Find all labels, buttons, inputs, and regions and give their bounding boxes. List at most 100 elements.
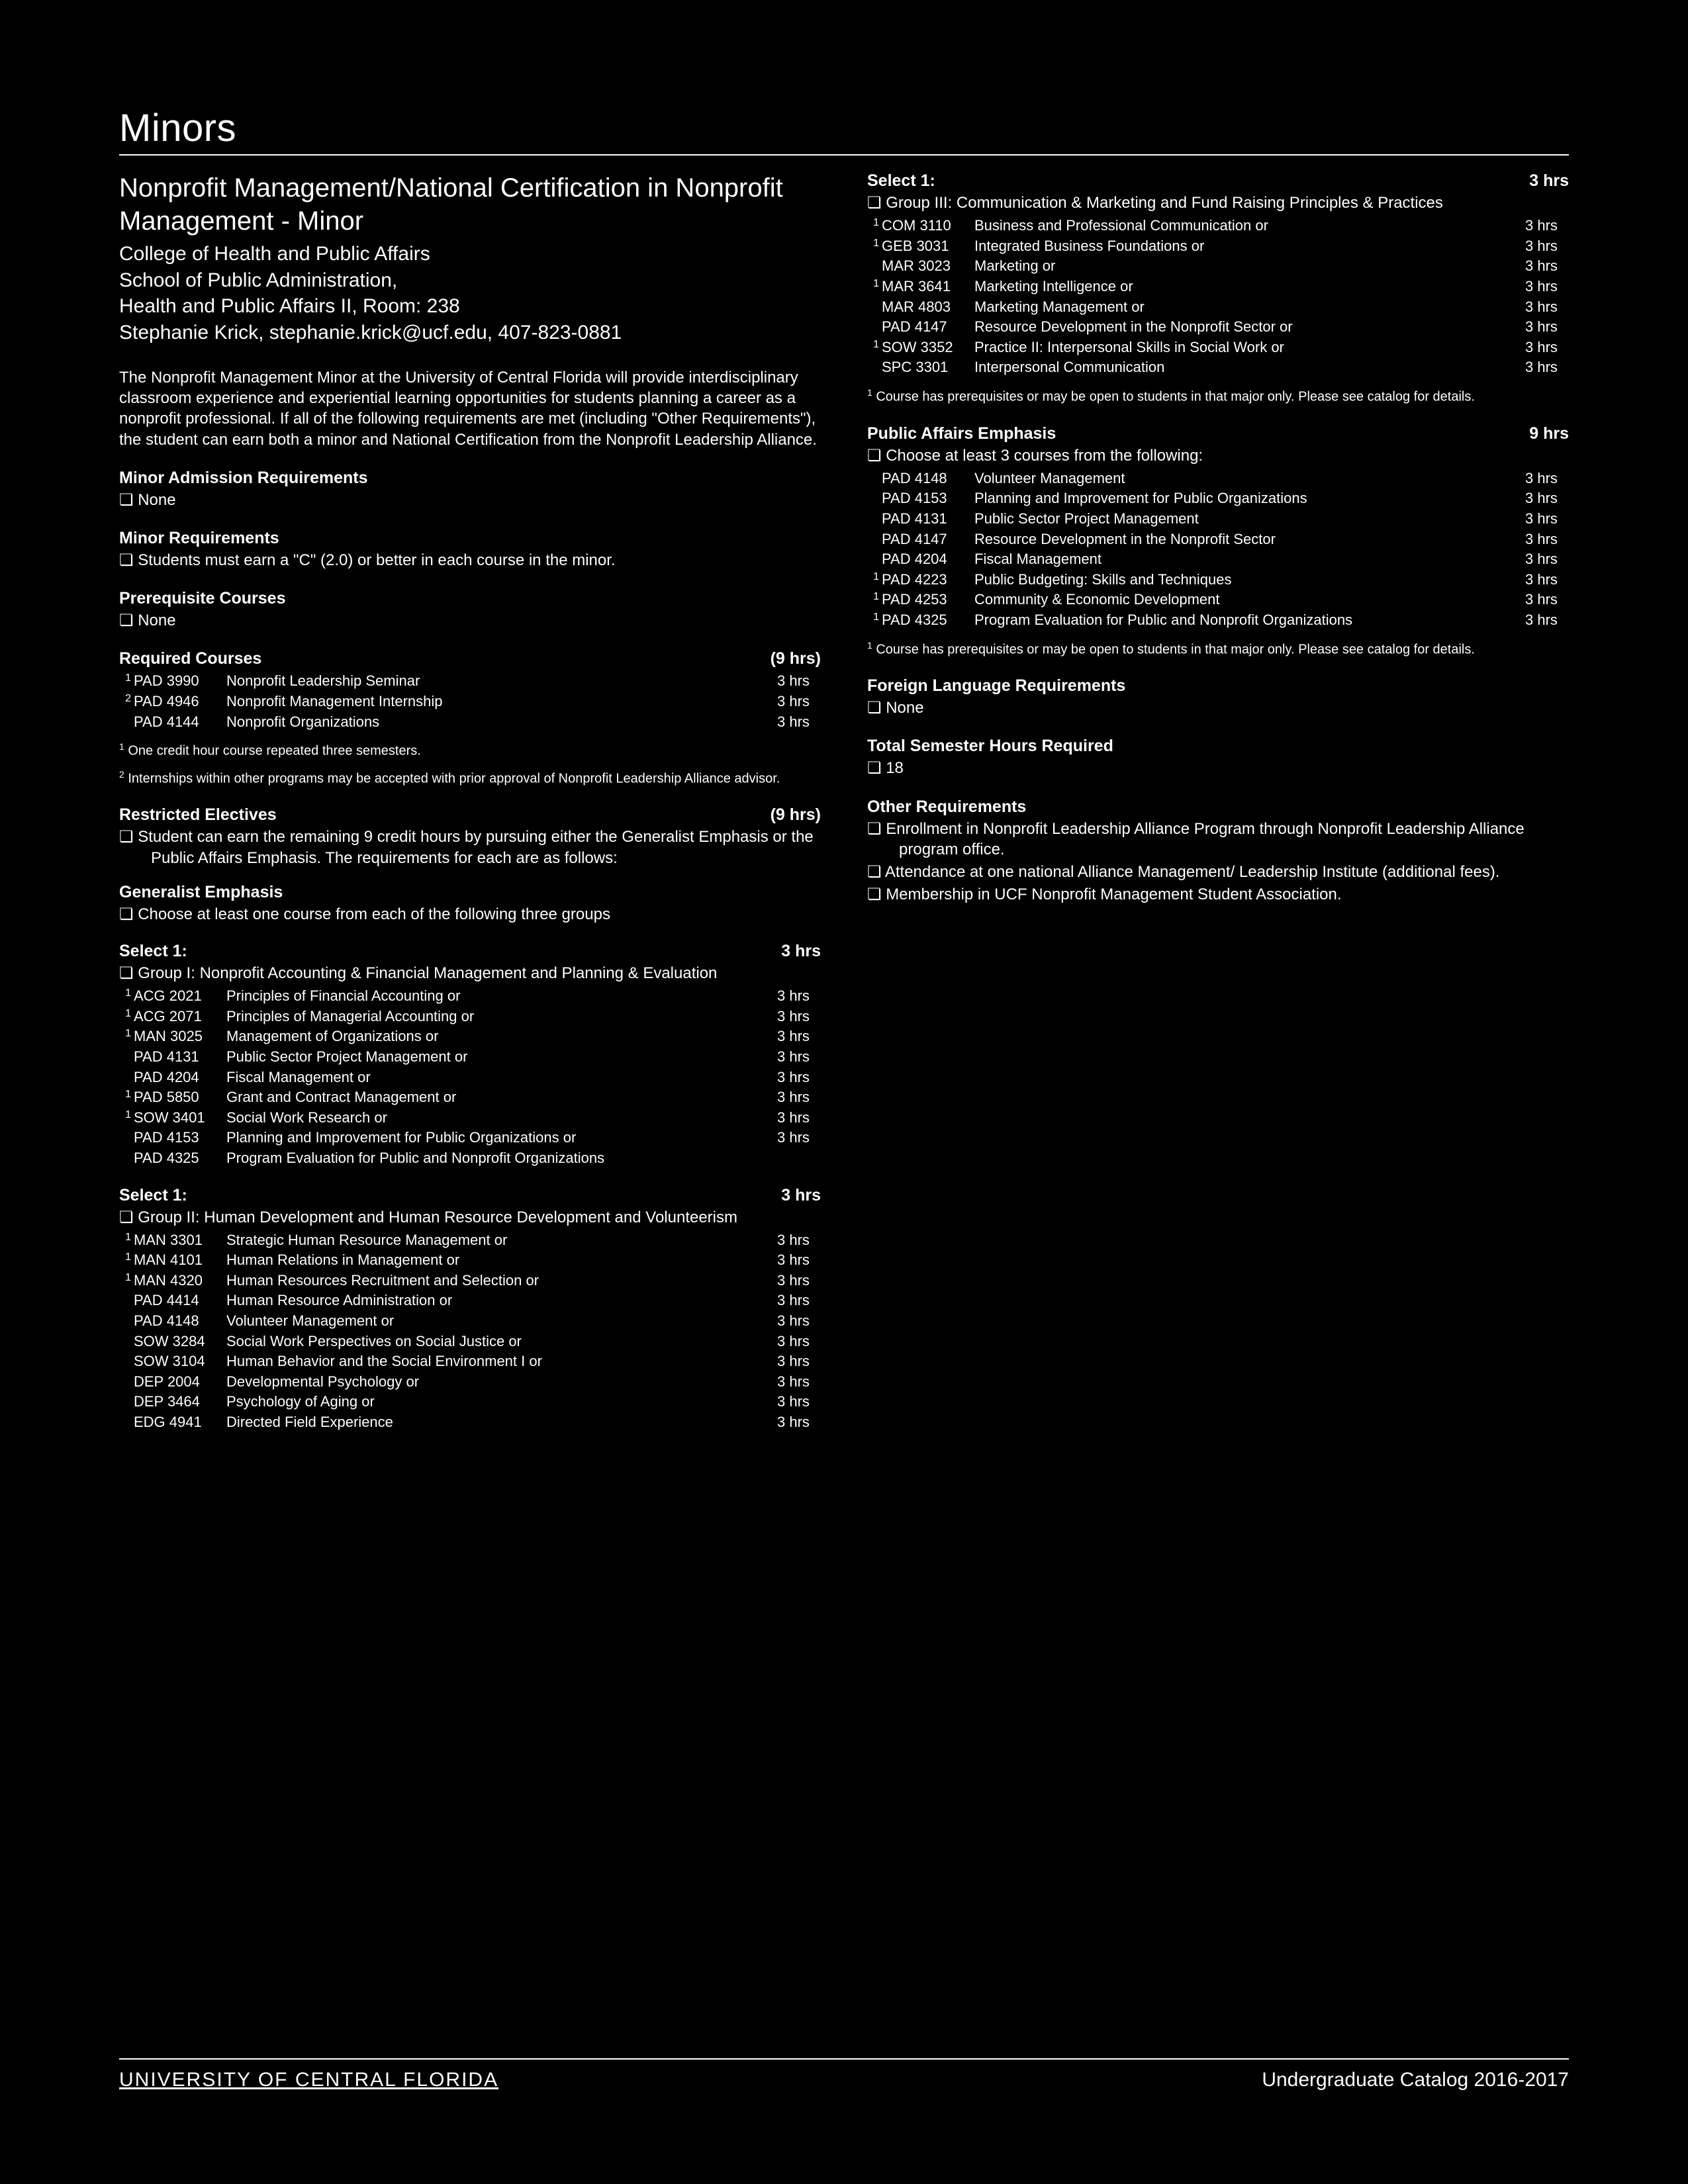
required-footnote-2: 2 Internships within other programs may … — [119, 769, 821, 788]
admission-head-text: Minor Admission Requirements — [119, 469, 368, 488]
group3-footnote: 1 Course has prerequisites or may be ope… — [867, 387, 1569, 406]
course-code: MAR 3641 — [879, 277, 972, 297]
group3-label: Group III: Communication & Marketing and… — [867, 193, 1569, 213]
group3-table: 1 COM 3110Business and Professional Commu… — [867, 216, 1569, 378]
electives-head: Restricted Electives (9 hrs) — [119, 805, 821, 825]
course-sup — [119, 1392, 131, 1412]
generalist-bullet: Choose at least one course from each of … — [119, 904, 821, 925]
course-title: Volunteer Management — [972, 469, 1523, 489]
content-columns: Nonprofit Management/National Certificat… — [119, 171, 1569, 1433]
course-code: PAD 4414 — [131, 1291, 224, 1311]
course-title: Management of Organizations or — [224, 1026, 774, 1047]
course-title: Directed Field Experience — [224, 1412, 774, 1433]
course-hours: 3 hrs — [774, 1291, 821, 1311]
group2-label: Group II: Human Development and Human Re… — [119, 1207, 821, 1228]
course-sup — [119, 1047, 131, 1068]
course-sup: 1 — [119, 1250, 131, 1271]
pa-footnote: 1 Course has prerequisites or may be ope… — [867, 640, 1569, 659]
course-sup: 1 — [867, 338, 879, 358]
course-hours: 3 hrs — [774, 1311, 821, 1332]
footer-university: UNIVERSITY OF CENTRAL FLORIDA — [119, 2069, 498, 2091]
contact-line: Stephanie Krick, stephanie.krick@ucf.edu… — [119, 320, 821, 345]
other-bullet-3: Membership in UCF Nonprofit Management S… — [867, 884, 1569, 905]
course-hours: 3 hrs — [1523, 256, 1569, 277]
course-hours: 3 hrs — [1523, 297, 1569, 318]
table-row: 1MAN 3301Strategic Human Resource Manage… — [119, 1230, 821, 1251]
course-code: SOW 3104 — [131, 1351, 224, 1372]
table-row: DEP 3464Psychology of Aging or3 hrs — [119, 1392, 821, 1412]
course-title: Principles of Financial Accounting or — [224, 986, 774, 1007]
course-hours: 3 hrs — [1523, 277, 1569, 297]
table-row: PAD 4153Planning and Improvement for Pub… — [119, 1128, 821, 1148]
course-hours: 3 hrs — [774, 1026, 821, 1047]
course-code: MAR 4803 — [879, 297, 972, 318]
course-hours: 3 hrs — [774, 671, 821, 692]
program-title: Nonprofit Management/National Certificat… — [119, 171, 821, 238]
course-hours: 3 hrs — [774, 1230, 821, 1251]
course-hours: 3 hrs — [774, 1047, 821, 1068]
table-row: 1PAD 4325Program Evaluation for Public a… — [867, 610, 1569, 631]
course-hours: 3 hrs — [1523, 357, 1569, 378]
course-sup — [867, 509, 879, 529]
other-bullet-1: Enrollment in Nonprofit Leadership Allia… — [867, 819, 1569, 860]
admission-head: Minor Admission Requirements — [119, 469, 821, 488]
fn1-text: One credit hour course repeated three se… — [128, 744, 420, 758]
course-sup — [867, 357, 879, 378]
course-title: Fiscal Management — [972, 549, 1523, 570]
fn2-text: Internships within other programs may be… — [128, 771, 780, 786]
course-code: MAN 3025 — [131, 1026, 224, 1047]
course-hours: 3 hrs — [1523, 529, 1569, 550]
table-row: 1SOW 3401Social Work Research or3 hrs — [119, 1108, 821, 1128]
table-row: 1ACG 2021Principles of Financial Account… — [119, 986, 821, 1007]
table-row: PAD 4144Nonprofit Organizations3 hrs — [119, 712, 821, 733]
college-line: College of Health and Public Affairs — [119, 242, 821, 267]
course-sup: 2 — [119, 692, 131, 712]
course-hours: 3 hrs — [1523, 469, 1569, 489]
course-code: PAD 4153 — [131, 1128, 224, 1148]
table-row: PAD 4153Planning and Improvement for Pub… — [867, 488, 1569, 509]
course-title: Psychology of Aging or — [224, 1392, 774, 1412]
course-title: Public Sector Project Management — [972, 509, 1523, 529]
course-hours: 3 hrs — [774, 692, 821, 712]
required-hrs: (9 hrs) — [771, 649, 821, 668]
course-sup: 1 — [119, 1271, 131, 1291]
table-row: PAD 4204Fiscal Management or3 hrs — [119, 1068, 821, 1088]
table-row: 1ACG 2071Principles of Managerial Accoun… — [119, 1007, 821, 1027]
course-title: Community & Economic Development — [972, 590, 1523, 610]
course-code: MAN 4320 — [131, 1271, 224, 1291]
generalist-head: Generalist Emphasis — [119, 883, 821, 902]
group2-select: Select 1: 3 hrs — [119, 1186, 821, 1205]
required-footnote-1: 1 One credit hour course repeated three … — [119, 741, 821, 760]
course-title: Business and Professional Communication … — [972, 216, 1523, 236]
foreign-head-text: Foreign Language Requirements — [867, 676, 1125, 696]
course-title: Human Resources Recruitment and Selectio… — [224, 1271, 774, 1291]
group1-select: Select 1: 3 hrs — [119, 942, 821, 961]
required-head-text: Required Courses — [119, 649, 261, 668]
course-hours: 3 hrs — [774, 1007, 821, 1027]
course-hours: 3 hrs — [774, 1271, 821, 1291]
course-code: COM 3110 — [879, 216, 972, 236]
table-row: PAD 4148Volunteer Management3 hrs — [867, 469, 1569, 489]
table-row: PAD 4131Public Sector Project Management… — [867, 509, 1569, 529]
public-affairs-table: PAD 4148Volunteer Management3 hrsPAD 415… — [867, 469, 1569, 631]
course-sup — [119, 1332, 131, 1352]
table-row: 1COM 3110Business and Professional Commu… — [867, 216, 1569, 236]
course-title: Program Evaluation for Public and Nonpro… — [224, 1148, 774, 1169]
course-sup — [867, 469, 879, 489]
pa-head-text: Public Affairs Emphasis — [867, 424, 1056, 443]
table-row: PAD 4325Program Evaluation for Public an… — [119, 1148, 821, 1169]
group1-table: 1ACG 2021Principles of Financial Account… — [119, 986, 821, 1168]
course-hours: 3 hrs — [774, 1412, 821, 1433]
course-code: SOW 3284 — [131, 1332, 224, 1352]
course-code: PAD 4946 — [131, 692, 224, 712]
course-code: ACG 2071 — [131, 1007, 224, 1027]
group2-table: 1MAN 3301Strategic Human Resource Manage… — [119, 1230, 821, 1433]
table-row: SOW 3104Human Behavior and the Social En… — [119, 1351, 821, 1372]
required-courses-table: 1PAD 3990Nonprofit Leadership Seminar3 h… — [119, 671, 821, 732]
group2-select-hrs: 3 hrs — [781, 1186, 821, 1205]
public-affairs-head: Public Affairs Emphasis 9 hrs — [867, 424, 1569, 443]
course-sup — [119, 1372, 131, 1392]
page-title: Minors — [119, 106, 1569, 156]
table-row: EDG 4941Directed Field Experience3 hrs — [119, 1412, 821, 1433]
course-code: PAD 4204 — [131, 1068, 224, 1088]
